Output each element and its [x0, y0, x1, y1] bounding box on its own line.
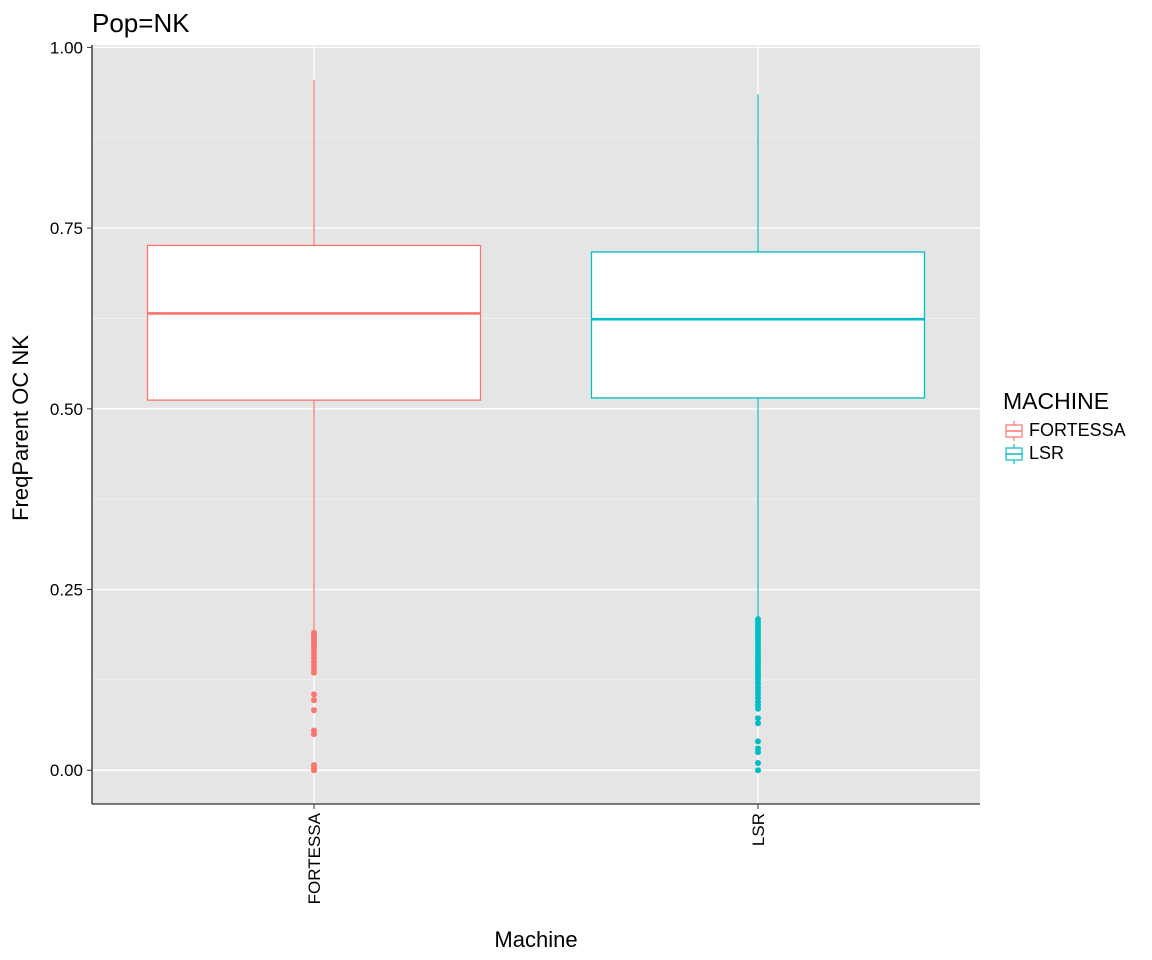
y-axis-label: FreqParent OC NK: [8, 335, 33, 521]
outlier-point-lsr: [755, 738, 761, 745]
legend-item-fortessa: FORTESSA: [1003, 419, 1126, 442]
x-axis-label: Machine: [494, 927, 578, 952]
outlier-point-fortessa: [311, 697, 317, 704]
legend-key-fortessa: [1005, 420, 1023, 441]
x-tick-label: FORTESSA: [305, 812, 324, 904]
outlier-point-lsr: [755, 720, 761, 727]
y-tick-label: 0.25: [50, 581, 83, 600]
legend-label-lsr: LSR: [1029, 443, 1065, 463]
legend: MACHINE FORTESSA LSR: [1003, 388, 1126, 465]
y-tick-label: 0.00: [50, 761, 83, 780]
chart-title: Pop=NK: [92, 8, 190, 38]
legend-label-fortessa: FORTESSA: [1029, 420, 1126, 440]
y-tick-label: 0.50: [50, 400, 83, 419]
y-tick-label: 0.75: [50, 219, 83, 238]
chart-marks: [146, 79, 926, 774]
outlier-point-fortessa: [311, 707, 317, 714]
outlier-point-fortessa: [311, 767, 317, 774]
outlier-point-fortessa: [311, 669, 317, 676]
axes: 0.00 0.25 0.50 0.75 1.00 FORTESSA LSR: [50, 38, 980, 904]
outlier-point-lsr: [755, 749, 761, 756]
outlier-point-lsr: [755, 767, 761, 774]
outlier-point-lsr: [755, 760, 761, 767]
legend-key-lsr: [1005, 443, 1023, 464]
box-lsr: [590, 251, 926, 399]
legend-title: MACHINE: [1003, 388, 1110, 414]
y-tick-label: 1.00: [50, 38, 83, 57]
x-tick-label: LSR: [749, 813, 768, 846]
outlier-point-lsr: [755, 715, 761, 722]
legend-item-lsr: LSR: [1003, 442, 1126, 465]
outlier-point-fortessa: [311, 731, 317, 738]
plot-panel: [92, 45, 980, 804]
box-fortessa: [146, 244, 482, 401]
outlier-point-fortessa: [311, 691, 317, 698]
outlier-point-lsr: [755, 705, 761, 712]
